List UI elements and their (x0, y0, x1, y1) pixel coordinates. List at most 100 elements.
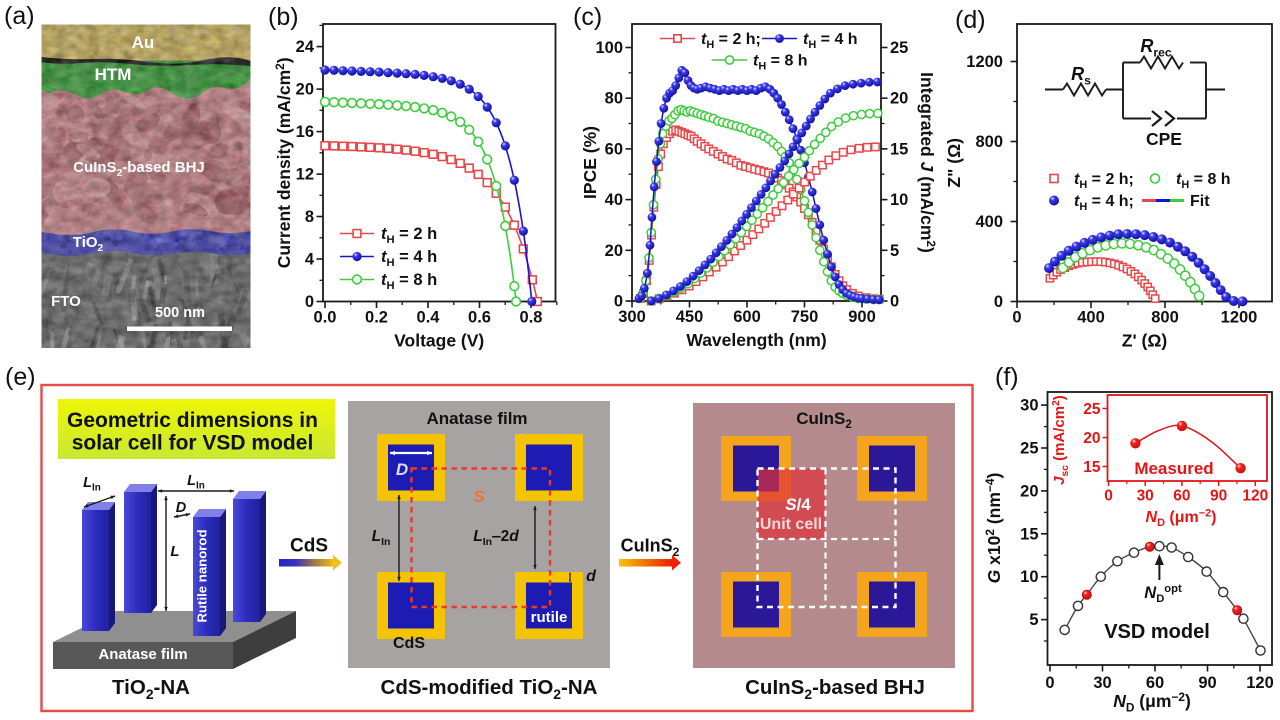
svg-text:(f): (f) (995, 363, 1019, 391)
svg-text:tH​ = 2 h;: tH​ = 2 h; (701, 31, 761, 51)
svg-text:400: 400 (1077, 309, 1105, 327)
svg-text:16: 16 (296, 123, 314, 141)
svg-text:120: 120 (1246, 674, 1274, 692)
svg-text:S: S (473, 487, 485, 506)
svg-text:VSD model: VSD model (1104, 621, 1210, 643)
svg-text:90: 90 (1210, 488, 1227, 505)
svg-text:tH​ = 8 h: tH​ = 8 h (753, 53, 808, 73)
svg-text:90: 90 (1198, 674, 1216, 692)
svg-text:CuInS2​-based BHJ: CuInS2​-based BHJ (745, 676, 925, 702)
svg-text:0.0: 0.0 (314, 309, 337, 327)
svg-text:Rutile nanorod: Rutile nanorod (195, 529, 210, 622)
svg-text:tH​ = 2 h: tH​ = 2 h (381, 225, 437, 246)
svg-text:CPE: CPE (1146, 129, 1182, 149)
svg-text:5: 5 (890, 242, 899, 260)
svg-text:L: L (170, 543, 179, 560)
svg-text:30: 30 (1020, 397, 1038, 415)
svg-text:HTM: HTM (95, 65, 132, 84)
svg-text:12: 12 (296, 166, 314, 184)
svg-text:Jsc​ (mA/cm2​): Jsc​ (mA/cm2​) (1051, 395, 1071, 485)
svg-text:tH​ = 2 h;: tH​ = 2 h; (1074, 171, 1134, 191)
svg-text:G x102​ (nm−4​): G x102​ (nm−4​) (983, 473, 1004, 584)
svg-text:tH​ = 4 h: tH​ = 4 h (803, 31, 858, 51)
svg-text:10: 10 (890, 191, 908, 209)
svg-text:15: 15 (1083, 459, 1101, 476)
svg-text:S/4: S/4 (785, 495, 811, 514)
svg-text:60: 60 (1173, 488, 1190, 505)
svg-text:15: 15 (1020, 525, 1038, 543)
svg-text:20: 20 (605, 242, 623, 260)
svg-text:tH​ = 4 h: tH​ = 4 h (381, 248, 437, 269)
svg-text:0: 0 (1045, 674, 1054, 692)
svg-text:4: 4 (305, 251, 315, 269)
svg-text:20: 20 (1083, 430, 1100, 447)
svg-text:100: 100 (595, 39, 623, 57)
svg-text:800: 800 (1151, 309, 1179, 327)
svg-text:0.4: 0.4 (417, 309, 441, 327)
svg-text:0: 0 (994, 293, 1003, 311)
svg-text:25: 25 (890, 39, 908, 57)
svg-text:40: 40 (605, 191, 623, 209)
svg-text:400: 400 (975, 213, 1003, 231)
svg-text:Measured: Measured (1134, 459, 1213, 478)
svg-text:20: 20 (890, 90, 908, 108)
svg-text:ND​opt​: ND​opt​ (1144, 583, 1182, 605)
svg-text:20: 20 (1020, 482, 1038, 500)
svg-text:Anatase film: Anatase film (98, 646, 187, 663)
svg-text:Integrated J (mA/cm2​): Integrated J (mA/cm2​) (917, 72, 938, 253)
svg-text:Geometric dimensions in: Geometric dimensions in (67, 409, 318, 432)
svg-text:D: D (396, 460, 408, 479)
svg-text:600: 600 (733, 308, 761, 326)
svg-text:CdS: CdS (290, 536, 328, 557)
svg-text:0: 0 (305, 293, 314, 311)
svg-text:300: 300 (618, 308, 646, 326)
svg-text:Anatase film: Anatase film (426, 409, 527, 428)
svg-text:750: 750 (791, 308, 819, 326)
svg-text:25: 25 (1020, 440, 1038, 458)
svg-text:1200: 1200 (1221, 309, 1258, 327)
svg-text:LIn​‒2d: LIn​‒2d (473, 528, 519, 548)
svg-text:Au: Au (132, 33, 155, 52)
svg-text:LIn​: LIn​ (187, 473, 205, 492)
svg-text:8: 8 (305, 208, 314, 226)
svg-text:CdS-modified TiO2​-NA: CdS-modified TiO2​-NA (381, 676, 598, 702)
svg-text:(e): (e) (5, 363, 36, 391)
svg-text:Current density (mA/cm2​): Current density (mA/cm2​) (273, 57, 294, 268)
svg-text:tH​ = 8 h: tH​ = 8 h (381, 271, 437, 292)
svg-text:5: 5 (1029, 611, 1038, 629)
svg-text:rutile: rutile (531, 609, 568, 626)
svg-text:(d): (d) (955, 6, 986, 34)
svg-text:15: 15 (890, 140, 908, 158)
svg-text:tH​ = 4 h;: tH​ = 4 h; (1074, 193, 1134, 213)
svg-text:24: 24 (296, 38, 315, 56)
svg-text:Rrec​: Rrec​ (1140, 36, 1172, 60)
svg-text:LIn​: LIn​ (372, 528, 391, 548)
svg-text:30: 30 (1137, 488, 1154, 505)
svg-text:Z' (Ω): Z' (Ω) (1122, 331, 1167, 351)
svg-text:800: 800 (975, 133, 1003, 151)
svg-text:80: 80 (605, 90, 623, 108)
svg-text:(c): (c) (573, 3, 602, 31)
svg-text:(a): (a) (4, 2, 35, 30)
svg-text:0.8: 0.8 (520, 309, 543, 327)
svg-text:0: 0 (1012, 309, 1021, 327)
svg-text:D: D (176, 500, 187, 516)
svg-text:120: 120 (1242, 488, 1268, 505)
svg-text:LIn​: LIn​ (83, 475, 101, 494)
svg-text:1200: 1200 (966, 53, 1003, 71)
svg-text:0.6: 0.6 (468, 309, 491, 327)
svg-text:10: 10 (1020, 568, 1038, 586)
svg-text:Rs​: Rs​ (1071, 64, 1091, 88)
svg-text:FTO: FTO (51, 293, 81, 310)
svg-text:CdS: CdS (393, 635, 425, 652)
svg-text:tH​ = 8 h: tH​ = 8 h (1176, 171, 1231, 191)
svg-text:CuInS2​: CuInS2​ (796, 409, 852, 431)
svg-text:d: d (586, 568, 597, 585)
svg-text:(b): (b) (268, 3, 299, 31)
svg-text:20: 20 (296, 81, 314, 99)
svg-text:0.2: 0.2 (365, 309, 388, 327)
svg-text:900: 900 (848, 308, 876, 326)
svg-text:Unit cell: Unit cell (760, 516, 822, 533)
svg-text:60: 60 (605, 140, 623, 158)
svg-text:solar cell for VSD model: solar cell for VSD model (72, 432, 314, 455)
